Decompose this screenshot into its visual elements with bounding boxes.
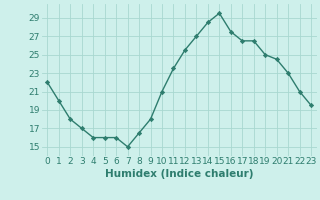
X-axis label: Humidex (Indice chaleur): Humidex (Indice chaleur) [105, 169, 253, 179]
